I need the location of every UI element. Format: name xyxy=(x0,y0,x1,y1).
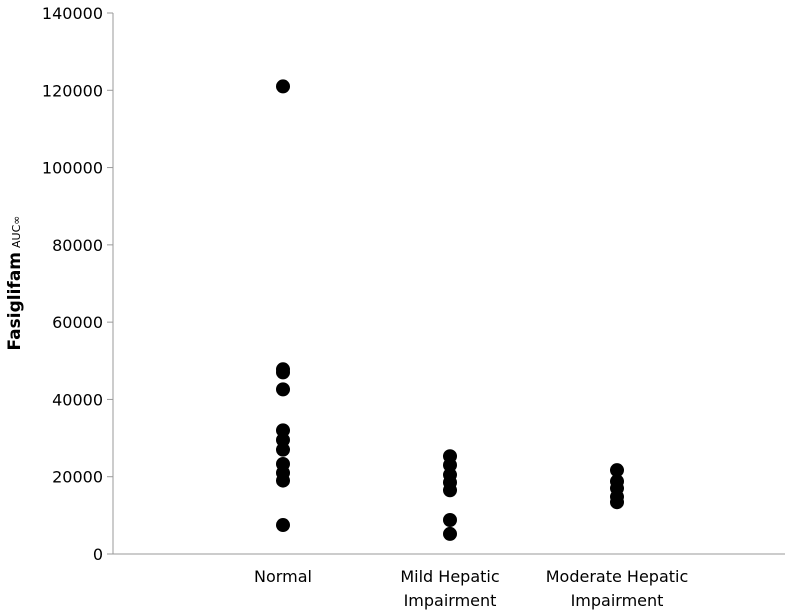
x-tick-label: Mild Hepatic Impairment xyxy=(400,567,499,610)
point xyxy=(276,433,290,448)
y-label-sub: AUC∞ xyxy=(10,216,23,248)
point xyxy=(610,495,624,510)
point xyxy=(610,463,624,478)
x-tick-label-line: Impairment xyxy=(571,591,664,610)
point xyxy=(276,382,290,397)
x-tick-label: Moderate Hepatic Impairment xyxy=(546,567,689,610)
y-tick-label: 80000 xyxy=(52,236,103,255)
point xyxy=(443,483,457,498)
x-tick-label-line: Moderate Hepatic xyxy=(546,567,689,586)
point xyxy=(276,518,290,533)
point xyxy=(443,458,457,473)
point xyxy=(276,423,290,438)
y-tick-label: 40000 xyxy=(52,390,103,409)
y-tick-label: 0 xyxy=(93,545,103,564)
point xyxy=(276,365,290,380)
point xyxy=(276,442,290,457)
y-label-main: Fasiglifam xyxy=(5,252,25,350)
x-tick-label: Normal xyxy=(254,567,312,586)
y-tick-label: 60000 xyxy=(52,313,103,332)
y-tick-label: 120000 xyxy=(42,81,103,100)
x-tick-label-line: Impairment xyxy=(404,591,497,610)
x-tick-label-line: Mild Hepatic xyxy=(400,567,499,586)
y-tick-label: 20000 xyxy=(52,468,103,487)
y-tick-label: 140000 xyxy=(42,4,103,23)
y-tick-label: 100000 xyxy=(42,159,103,178)
point xyxy=(276,473,290,488)
y-axis-label: Fasiglifam AUC∞ xyxy=(5,216,25,351)
x-tick-label-line: Normal xyxy=(254,567,312,586)
point xyxy=(276,79,290,94)
point xyxy=(443,512,457,527)
point xyxy=(443,526,457,541)
